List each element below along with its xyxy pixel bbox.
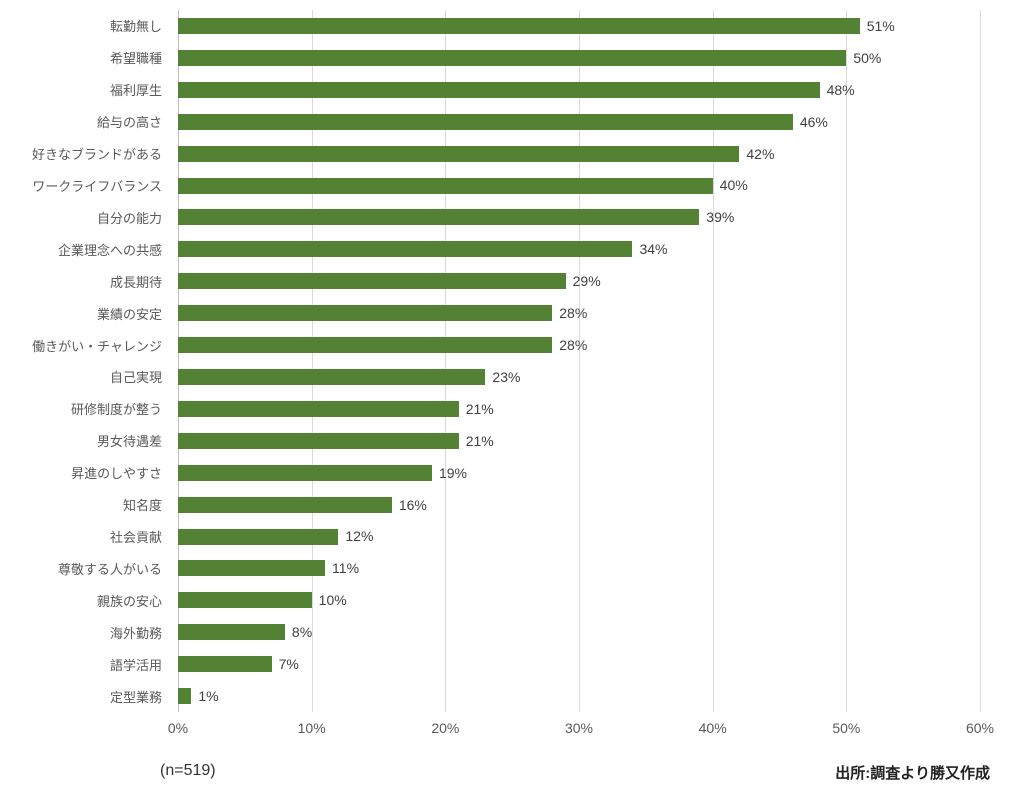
bar-value-label: 19% <box>438 464 467 481</box>
bar-value-label: 10% <box>318 592 347 609</box>
bar <box>178 17 860 34</box>
x-tick-label: 60% <box>965 720 995 736</box>
category-label: 希望職種 <box>109 51 162 67</box>
gridline <box>178 10 179 712</box>
bar <box>178 337 553 354</box>
bar <box>178 432 459 449</box>
bar <box>178 49 847 66</box>
x-tick-label: 30% <box>564 720 594 736</box>
category-label: 転勤無し <box>109 19 162 35</box>
category-label: 好きなブランドがある <box>31 147 162 163</box>
bar <box>178 464 432 481</box>
sample-size-note: (n=519) <box>160 762 216 779</box>
gridline <box>712 10 714 712</box>
category-label: 自分の能力 <box>96 210 162 226</box>
category-label: 社会貢献 <box>109 529 162 545</box>
category-label: ワークライフバランス <box>32 178 162 194</box>
category-label: 福利厚生 <box>109 83 162 99</box>
bar-value-label: 7% <box>278 656 299 673</box>
bar-value-label: 12% <box>345 528 374 545</box>
bar-value-label: 39% <box>706 209 735 226</box>
bar <box>178 560 326 577</box>
x-tick-label: 10% <box>297 720 326 736</box>
bar-value-label: 46% <box>799 113 828 130</box>
category-label: 自己実現 <box>109 370 162 386</box>
x-tick-label: 0% <box>167 720 189 736</box>
category-label: 定型業務 <box>109 689 162 705</box>
x-axis: 0% 10% 20% 30% 40% 50% 60% <box>0 716 1024 740</box>
category-label: 給与の高さ <box>96 115 162 131</box>
bar <box>178 624 285 641</box>
gridline <box>445 10 447 712</box>
bar-value-label: 21% <box>465 432 494 449</box>
bar <box>178 368 486 385</box>
bar-value-label: 51% <box>866 17 895 34</box>
gridline <box>980 10 981 712</box>
category-label: 成長期待 <box>109 274 162 290</box>
gridline <box>846 10 848 712</box>
bar-value-label: 29% <box>572 273 601 290</box>
category-label: 業績の安定 <box>96 306 162 322</box>
bar-value-label: 1% <box>198 688 219 705</box>
bar-value-label: 50% <box>853 49 882 66</box>
bar <box>178 688 192 705</box>
x-tick-label: 50% <box>832 720 861 736</box>
bar <box>178 113 793 130</box>
category-label: 語学活用 <box>109 657 162 673</box>
category-label: 尊敬する人がいる <box>57 561 162 577</box>
category-axis: 転勤無し希望職種福利厚生給与の高さ好きなブランドがある ワークライフバランス自分の… <box>0 10 170 712</box>
bar <box>178 145 740 162</box>
x-tick-label: 40% <box>698 720 727 736</box>
category-label: 研修制度が整う <box>70 402 162 418</box>
bar <box>178 400 459 417</box>
bar <box>178 177 713 194</box>
bar <box>178 656 272 673</box>
bar-value-label: 42% <box>746 145 775 162</box>
x-tick-label: 20% <box>431 720 460 736</box>
bar <box>178 241 633 258</box>
plot-area: 51% 50% 48% 46% 42% 40% 39% 34% 29% 28% 28% 23% 21% 2… <box>178 10 981 712</box>
bar-value-label: 34% <box>639 241 668 258</box>
category-label: 海外勤務 <box>109 625 162 641</box>
bar <box>178 305 553 322</box>
category-label: 男女待遇差 <box>96 434 162 450</box>
category-label: 知名度 <box>122 498 162 514</box>
bar-value-label: 40% <box>719 177 748 194</box>
gridline <box>311 10 313 712</box>
bar-value-label: 21% <box>465 400 494 417</box>
bar-value-label: 28% <box>559 337 588 354</box>
bar <box>178 592 312 609</box>
category-label: 企業理念への共感 <box>57 242 162 258</box>
category-label: 働きがい・チャレンジ <box>32 338 162 354</box>
gridline <box>579 10 580 712</box>
bar-value-label: 8% <box>291 624 313 641</box>
bar-value-label: 28% <box>559 305 588 322</box>
bar <box>178 273 566 290</box>
bar <box>178 81 820 98</box>
source-note: 出所:調査より勝又作成 <box>835 765 990 782</box>
bar-value-label: 11% <box>332 560 360 577</box>
chart-footer: (n=519) 出所:調査より勝又作成 <box>0 756 1024 790</box>
bar <box>178 496 392 513</box>
bar-value-label: 16% <box>398 496 427 513</box>
category-label: 親族の安心 <box>96 593 162 609</box>
bar <box>178 528 339 545</box>
bar-value-label: 48% <box>826 81 855 98</box>
bar <box>178 209 700 226</box>
bar-value-label: 23% <box>492 368 521 385</box>
category-label: 昇進のしやすさ <box>71 466 162 482</box>
